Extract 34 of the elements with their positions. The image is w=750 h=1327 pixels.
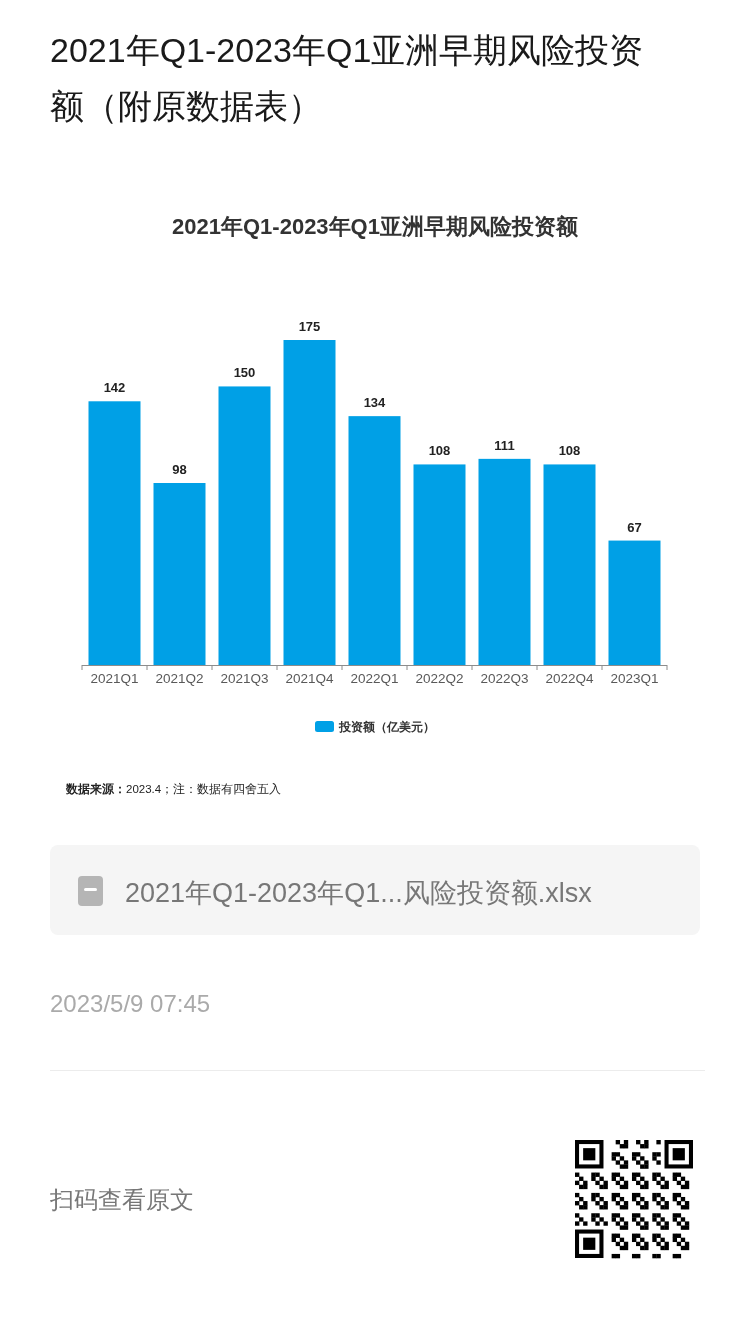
- bar: [153, 483, 206, 665]
- data-label: 67: [627, 519, 642, 535]
- data-label: 111: [494, 437, 515, 453]
- text: 2021年Q1-2023年Q1...风险投资额.xlsx: [125, 878, 593, 908]
- text: 数据来源：2023.4；注：数据有四舍五入: [65, 782, 282, 796]
- chart-subtitle: 2021年Q1-2023年Q1亚洲早期风险投资额: [172, 214, 579, 239]
- data-label: 98: [172, 462, 187, 477]
- x-tick-label: 2022Q1: [350, 671, 399, 686]
- x-tick-label: 2021Q2: [155, 671, 204, 686]
- bar: [218, 386, 271, 665]
- data-label: 108: [428, 443, 451, 459]
- x-tick-label: 2022Q4: [545, 671, 595, 686]
- x-tick-label: 2021Q1: [90, 671, 139, 686]
- data-label: 142: [103, 380, 126, 396]
- x-tick-label: 2021Q4: [285, 671, 335, 686]
- data-label: 150: [233, 365, 256, 381]
- legend-label: 投资额（亿美元）: [338, 720, 435, 734]
- bar: [88, 401, 141, 665]
- bar: [543, 464, 596, 665]
- data-label: 175: [298, 319, 321, 334]
- data-label: 134: [363, 395, 387, 411]
- data-label: 108: [558, 443, 581, 459]
- x-tick-label: 2021Q3: [220, 671, 269, 686]
- bar: [478, 458, 531, 665]
- bar: [348, 416, 401, 665]
- x-tick-label: 2022Q2: [415, 671, 464, 686]
- x-tick-label: 2023Q1: [610, 671, 659, 686]
- bar: [413, 464, 466, 665]
- text: 2023/5/9 07:45: [50, 990, 211, 1017]
- text: 扫码查看原文: [49, 1186, 194, 1213]
- x-tick-label: 2022Q3: [480, 671, 529, 686]
- bar: [608, 540, 661, 665]
- bar: [283, 340, 336, 665]
- chart-title: 2021年Q1-2023年Q1亚洲早期风险投资额（附原数据表）: [50, 31, 644, 125]
